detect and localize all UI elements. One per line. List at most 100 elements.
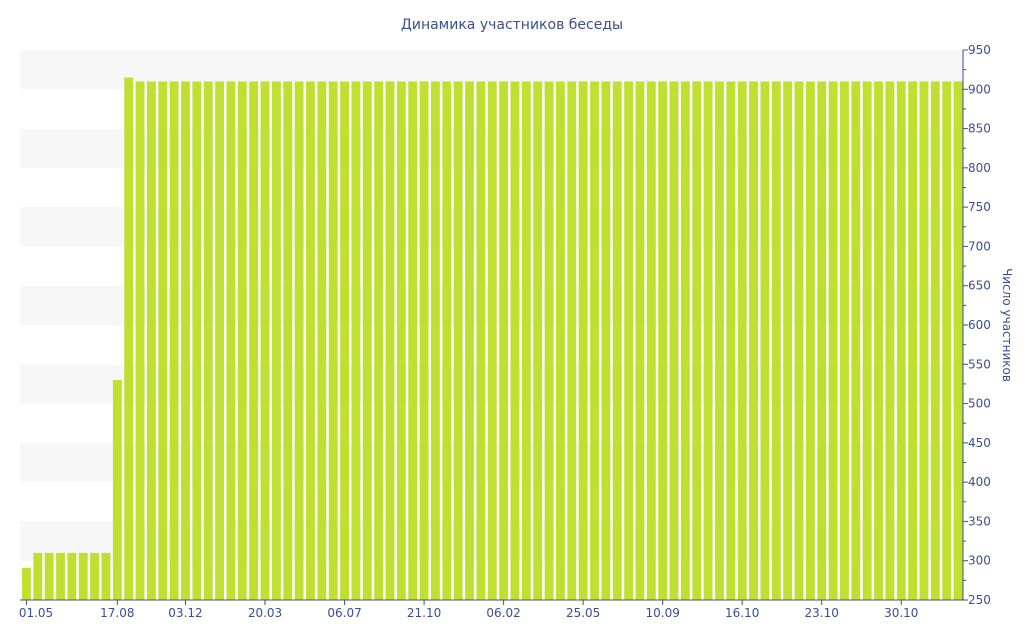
bar (885, 81, 895, 600)
bar (669, 81, 679, 600)
bar (215, 81, 225, 600)
bar (408, 81, 418, 600)
bar (646, 81, 656, 600)
bar (374, 81, 384, 600)
bar (226, 81, 236, 600)
bar (56, 552, 65, 600)
y-tick-label: 250 (968, 593, 991, 607)
bar (624, 81, 634, 600)
bar (271, 81, 281, 600)
bar (487, 81, 497, 600)
bar (362, 81, 372, 600)
x-tick-label: 21.10 (407, 606, 441, 620)
bar (817, 81, 827, 600)
x-tick-label: 06.07 (327, 606, 361, 620)
y-tick-label: 800 (968, 161, 991, 175)
x-tick-label: 25.05 (566, 606, 600, 620)
bar (453, 81, 463, 600)
y-axis-title: Число участников (1000, 268, 1014, 382)
bar (510, 81, 520, 600)
bar (33, 552, 43, 600)
bar (726, 81, 736, 600)
y-tick-label: 900 (968, 82, 991, 96)
bar (237, 81, 247, 600)
bar (499, 81, 509, 600)
bar (760, 81, 770, 600)
bar (635, 81, 645, 600)
y-tick-label: 700 (968, 239, 991, 253)
bar (112, 380, 122, 600)
x-tick-label: 23.10 (805, 606, 839, 620)
bar (715, 81, 724, 600)
bar (158, 81, 168, 600)
y-axis-ticks: 250 300 350 400 450 500 550 600 650 700 750 800 850 9… (963, 43, 991, 607)
y-tick-label: 750 (968, 200, 991, 214)
y-tick-label: 400 (968, 475, 991, 489)
bar (692, 81, 702, 600)
bar (203, 81, 213, 600)
bar (249, 81, 259, 600)
bar (658, 81, 668, 600)
bar (601, 81, 611, 600)
bar (612, 81, 622, 600)
bar (192, 81, 202, 600)
x-tick-label: 17.08 (100, 606, 134, 620)
y-tick-label: 300 (968, 554, 991, 568)
bar (578, 81, 588, 600)
bar (749, 81, 758, 600)
bar (169, 81, 179, 600)
x-tick-label: 03.12 (168, 606, 202, 620)
bar (317, 81, 327, 600)
bar (771, 81, 781, 600)
bar (476, 81, 486, 600)
bar (283, 81, 293, 600)
bar (805, 81, 815, 600)
bar (385, 81, 395, 600)
x-tick-label: 10.09 (645, 606, 679, 620)
chart-title: Динамика участников беседы (401, 17, 623, 33)
x-tick-label: 06.02 (486, 606, 520, 620)
y-tick-label: 950 (968, 43, 991, 57)
x-axis-ticks: 01.05 17.08 03.12 20.03 06.07 21.10 06.02 25.05… (19, 600, 918, 620)
bar (930, 81, 940, 600)
bar (101, 552, 111, 600)
bars-group (22, 77, 963, 600)
bar (67, 552, 77, 600)
bar (465, 81, 474, 600)
y-tick-label: 650 (968, 279, 991, 293)
bar (544, 81, 554, 600)
x-tick-label: 30.10 (884, 606, 918, 620)
bar (78, 552, 88, 600)
bar (555, 81, 565, 600)
bar (419, 81, 429, 600)
bar (521, 81, 531, 600)
bar (862, 81, 872, 600)
bar (680, 81, 690, 600)
y-tick-label: 500 (968, 397, 991, 411)
bar (22, 567, 31, 600)
bar (146, 81, 156, 600)
bar (431, 81, 440, 600)
bar (828, 81, 838, 600)
x-tick-label: 16.10 (725, 606, 759, 620)
bar (953, 81, 963, 600)
bar (135, 81, 145, 600)
bar (442, 81, 452, 600)
bar (737, 81, 747, 600)
bar (533, 81, 543, 600)
bar (851, 81, 861, 600)
bar (783, 81, 793, 600)
bar (703, 81, 713, 600)
bar (306, 81, 315, 600)
y-tick-label: 450 (968, 436, 991, 450)
bar (874, 81, 883, 600)
x-tick-label: 20.03 (248, 606, 282, 620)
y-tick-label: 600 (968, 318, 991, 332)
bar (90, 552, 100, 600)
bar (260, 81, 270, 600)
bar (896, 81, 906, 600)
bar (942, 81, 952, 600)
bar (908, 81, 918, 600)
